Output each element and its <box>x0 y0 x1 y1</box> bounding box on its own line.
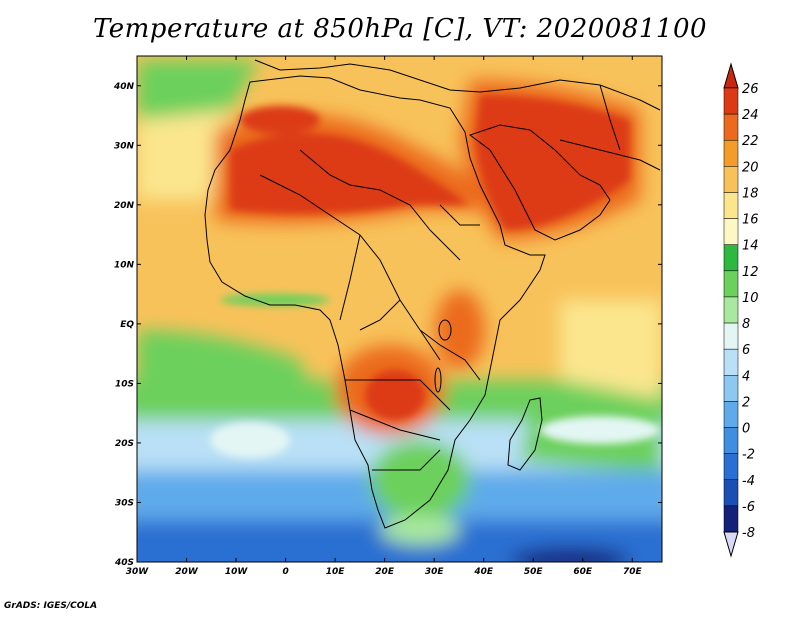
lat-tick-label: 30S <box>115 498 134 508</box>
colorbar-label: 16 <box>742 213 759 228</box>
colorbar-label: 6 <box>742 343 750 358</box>
colorbar-swatch <box>723 296 739 324</box>
colorbar-label: -2 <box>742 448 755 463</box>
axis-ticks: 30W 20W 10W 0 10E 20E 30E 40E 50E 60E 70E 40N 30N 20N… <box>113 56 662 577</box>
colorbar-swatch <box>723 401 739 428</box>
colorbar-label: 26 <box>742 82 759 97</box>
lat-tick-label: 40N <box>113 82 135 92</box>
plot-frame <box>136 55 663 563</box>
colorbar-swatch <box>723 322 739 350</box>
colorbar-swatch <box>723 87 739 115</box>
colorbar-label: 18 <box>742 186 759 201</box>
colorbar-label: 0 <box>742 422 750 437</box>
lon-tick-label: 40E <box>473 567 494 577</box>
colorbar-label: 14 <box>742 239 759 254</box>
colorbar-swatch <box>723 427 739 454</box>
colorbar-swatch <box>723 270 739 298</box>
lat-tick-label: EQ <box>120 320 134 330</box>
lat-tick-label: 20S <box>115 439 134 449</box>
colorbar-bottom-cap <box>723 531 739 558</box>
lon-tick-label: 10E <box>326 567 346 577</box>
grads-credit: GrADS: IGES/COLA <box>4 601 98 611</box>
colorbar-swatch <box>723 348 739 376</box>
chart-title: Temperature at 850hPa [C], VT: 202008110… <box>92 14 708 44</box>
colorbar-swatch <box>723 192 739 219</box>
colorbar-swatch <box>723 113 739 141</box>
colorbar-swatch <box>723 375 739 402</box>
lat-tick-label: 30N <box>114 141 135 151</box>
colorbar-label: 22 <box>742 134 759 149</box>
lat-tick-label: 20N <box>114 201 135 211</box>
colorbar-label: 20 <box>742 160 759 175</box>
colorbar-label: 2 <box>742 395 750 410</box>
lon-tick-label: 30E <box>425 567 445 577</box>
coastlines-and-borders <box>204 59 661 529</box>
colorbar-label: 4 <box>742 369 750 384</box>
colorbar-swatch <box>723 139 739 167</box>
lon-tick-label: 70E <box>623 567 643 577</box>
lon-tick-label: 60E <box>573 567 593 577</box>
lat-tick-label: 10N <box>114 260 135 270</box>
temperature-field <box>137 56 662 562</box>
lon-tick-label: 50E <box>524 567 544 577</box>
colorbar-label: 8 <box>742 317 750 332</box>
colorbar-swatch <box>723 479 739 507</box>
lat-tick-label: 40S <box>114 558 134 568</box>
colorbar-label: -6 <box>742 500 755 515</box>
lon-tick-label: 0 <box>282 567 288 577</box>
colorbar-label: 24 <box>742 108 759 123</box>
colorbar-swatch <box>723 505 739 533</box>
colorbar-label: -8 <box>742 526 755 541</box>
colorbar-swatch <box>723 453 739 481</box>
colorbar-label: 12 <box>742 265 759 280</box>
lat-tick-label: 10S <box>115 379 134 389</box>
lon-tick-label: 10W <box>225 567 249 577</box>
colorbar-label: 10 <box>742 291 759 306</box>
lon-tick-label: 30W <box>126 567 150 577</box>
lon-tick-label: 20E <box>375 567 395 577</box>
lon-tick-label: 20W <box>175 567 199 577</box>
colorbar-label: -4 <box>742 474 755 489</box>
colorbar-swatch <box>723 244 739 272</box>
colorbar-swatch <box>723 218 739 245</box>
colorbar-top-cap <box>723 62 739 89</box>
colorbar-swatch <box>723 166 739 193</box>
